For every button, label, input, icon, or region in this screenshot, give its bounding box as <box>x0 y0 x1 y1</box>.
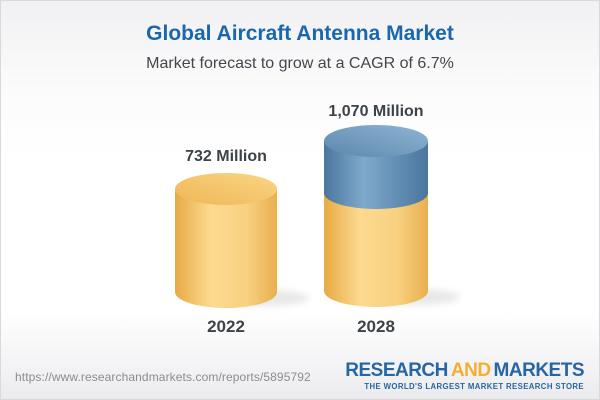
bar-2028-base-segment <box>324 193 428 307</box>
brand-logo: RESEARCH AND MARKETS THE WORLD'S LARGEST M… <box>345 361 584 391</box>
bar-2022-top <box>175 173 277 205</box>
page-subtitle: Market forecast to grow at a CAGR of 6.7… <box>146 55 454 72</box>
footer: https://www.researchandmarkets.com/repor… <box>15 361 585 391</box>
cylinder-bar-chart: 732 Million 2022 1,070 Million 2028 <box>175 103 460 336</box>
page-title: Global Aircraft Antenna Market <box>146 22 454 45</box>
bar-2022-category-label: 2022 <box>207 317 245 336</box>
brand-logo-wordmark: RESEARCH AND MARKETS <box>345 361 584 380</box>
bar-2022-value-label: 732 Million <box>185 148 267 165</box>
logo-word-and: AND <box>450 360 491 382</box>
bar-2028-value-label: 1,070 Million <box>328 103 423 120</box>
chart-header: Global Aircraft Antenna Market Market fo… <box>1 1 599 73</box>
bar-2028-top <box>324 125 428 157</box>
logo-word-research: RESEARCH <box>345 360 448 382</box>
report-url: https://www.researchandmarkets.com/repor… <box>15 370 311 384</box>
logo-word-markets: MARKETS <box>493 360 585 382</box>
bar-2022-body <box>175 189 277 308</box>
bar-2028-growth-segment <box>324 141 428 209</box>
bar-2028: 1,070 Million 2028 <box>324 103 460 336</box>
brand-logo-tagline: THE WORLD'S LARGEST MARKET RESEARCH STOR… <box>364 382 584 392</box>
bar-2028-category-label: 2028 <box>357 317 395 336</box>
bar-2022: 732 Million 2022 <box>175 148 309 336</box>
